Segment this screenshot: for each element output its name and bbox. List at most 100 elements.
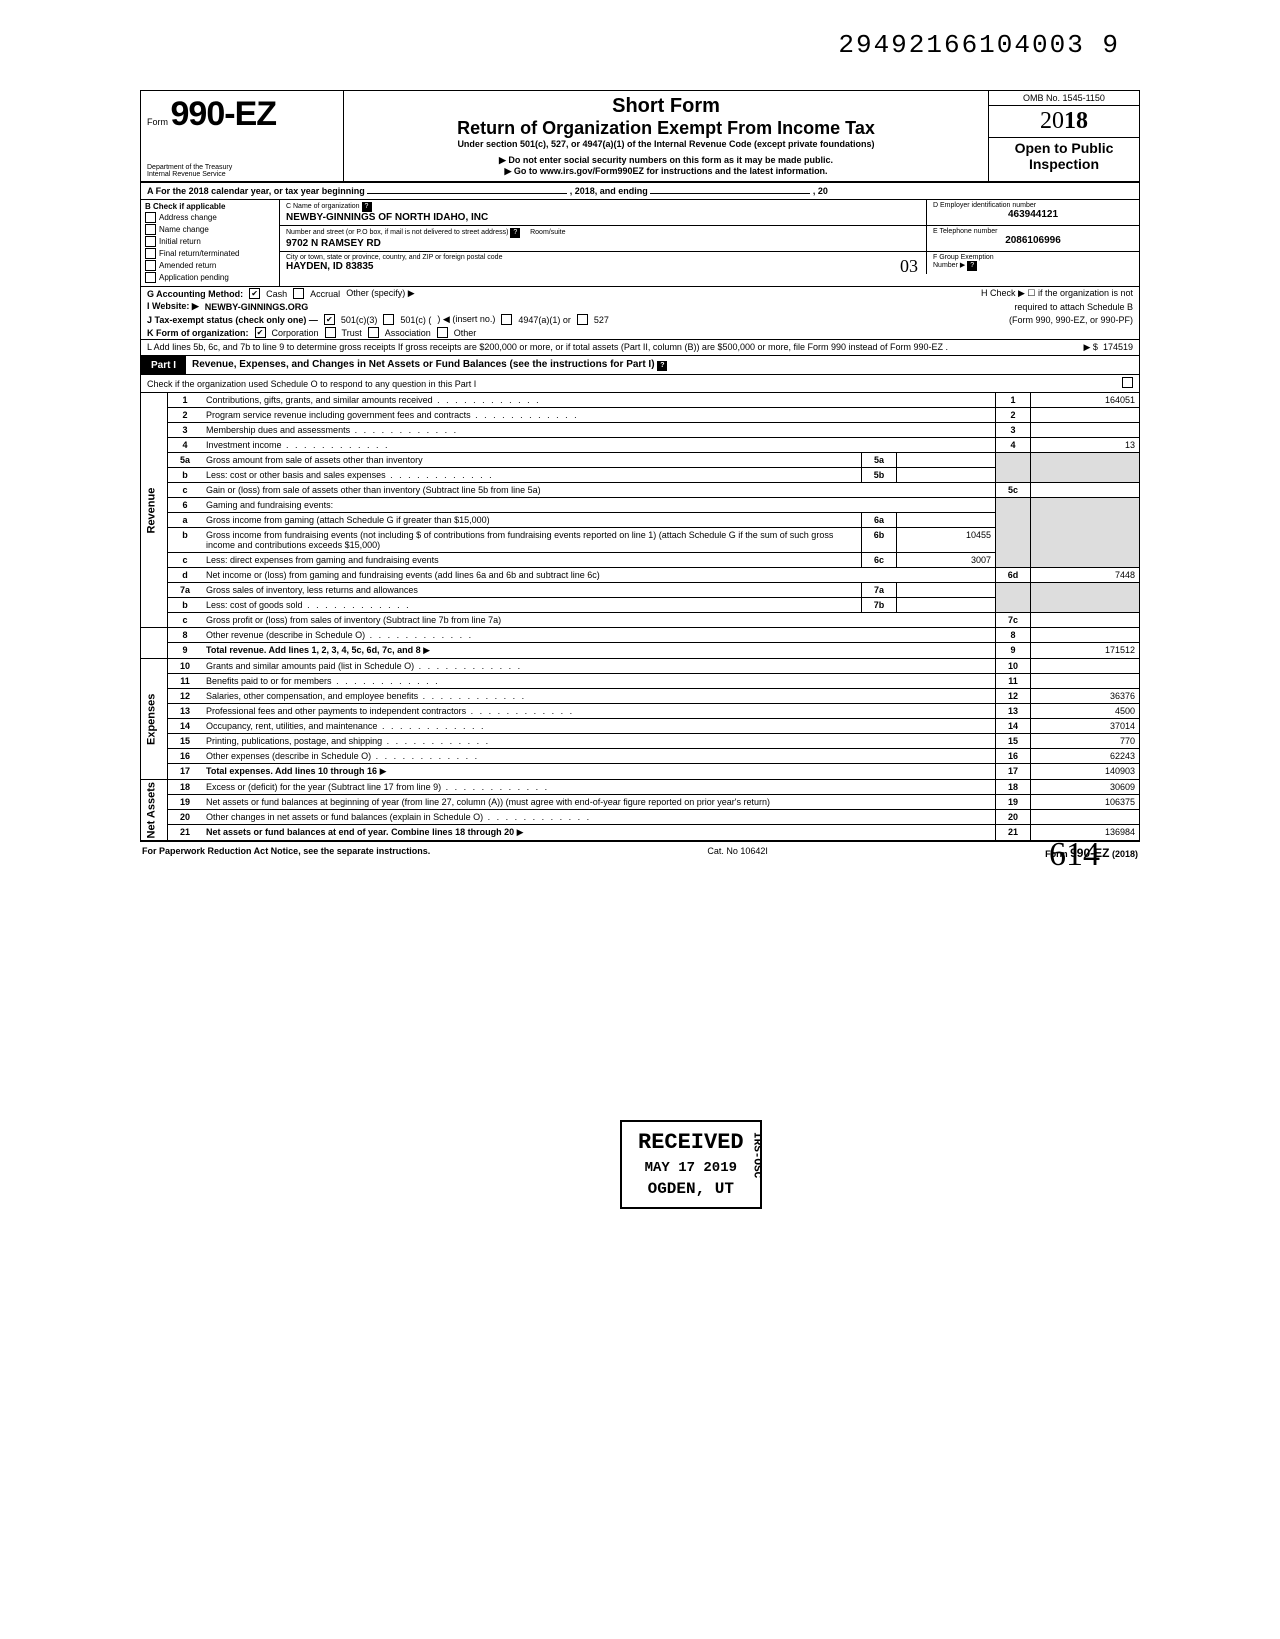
row-j-tax-status: J Tax-exempt status (check only one) — ✔…: [141, 313, 1139, 326]
chk-accrual[interactable]: [293, 288, 304, 299]
line-6b-desc: Gross income from fundraising events (no…: [206, 530, 833, 550]
line-3-no: 3: [168, 423, 203, 438]
dept-line1: Department of the Treasury: [147, 164, 232, 171]
line-16-value: 62243: [1031, 749, 1140, 764]
line-11-desc: Benefits paid to or for members: [206, 676, 440, 686]
line-18-numlbl: 18: [996, 780, 1031, 795]
part1-title-wrap: Revenue, Expenses, and Changes in Net As…: [186, 356, 1139, 374]
city-label: City or town, state or province, country…: [286, 254, 920, 261]
help-icon[interactable]: ?: [967, 261, 977, 271]
line-6a-subval: [897, 513, 996, 528]
chk-application-pending[interactable]: Application pending: [145, 272, 275, 283]
line-8-no: 8: [168, 628, 203, 643]
help-icon[interactable]: ?: [657, 361, 667, 371]
dln-stamp: 29492166104003 9: [838, 30, 1120, 60]
row-i-website: I Website: ▶ NEWBY-GINNINGS.ORG required…: [141, 300, 1139, 313]
grp-number-label: Number ▶: [933, 262, 965, 269]
goto-url: ▶ Go to www.irs.gov/Form990EZ for instru…: [350, 166, 982, 177]
line-8-numlbl: 8: [996, 628, 1031, 643]
year-prefix: 20: [1040, 108, 1064, 134]
line-6c-desc: Less: direct expenses from gaming and fu…: [206, 555, 439, 565]
schedule-o-check: Check if the organization used Schedule …: [140, 375, 1140, 393]
chk-name-change[interactable]: Name change: [145, 224, 275, 235]
line-11-value: [1031, 674, 1140, 689]
help-icon[interactable]: ?: [362, 202, 372, 212]
line-19-no: 19: [168, 795, 203, 810]
open-to-public: Open to Public Inspection: [989, 138, 1139, 174]
revenue-side-cont: [141, 628, 168, 659]
chk-final-return[interactable]: Final return/terminated: [145, 248, 275, 259]
row-g-accounting: G Accounting Method: ✔Cash Accrual Other…: [141, 287, 1139, 300]
chk-4947a1[interactable]: [501, 314, 512, 325]
chk-association[interactable]: [368, 327, 379, 338]
chk-label: Amended return: [159, 261, 216, 270]
chk-501c[interactable]: [383, 314, 394, 325]
chk-other-org[interactable]: [437, 327, 448, 338]
line-6d-numlbl: 6d: [996, 568, 1031, 583]
lbl-cash: Cash: [266, 289, 287, 299]
chk-label: Address change: [159, 213, 217, 222]
line-1-no: 1: [168, 393, 203, 408]
chk-amended-return[interactable]: Amended return: [145, 260, 275, 271]
chk-address-change[interactable]: Address change: [145, 212, 275, 223]
shade-6: [996, 498, 1031, 568]
year-bold: 18: [1064, 108, 1088, 134]
line-14-numlbl: 14: [996, 719, 1031, 734]
ssn-warning: ▶ Do not enter social security numbers o…: [350, 155, 982, 166]
line-19-desc: Net assets or fund balances at beginning…: [206, 797, 770, 807]
line-4-no: 4: [168, 438, 203, 453]
line-4-value: 13: [1031, 438, 1140, 453]
help-icon[interactable]: ?: [510, 228, 520, 238]
group-exemption-cell: F Group Exemption Number ▶ ?: [927, 252, 1139, 274]
line-2-no: 2: [168, 408, 203, 423]
line-5b-sublbl: 5b: [862, 468, 897, 483]
title-cell: Short Form Return of Organization Exempt…: [344, 91, 989, 181]
line-6b-sublbl: 6b: [862, 528, 897, 553]
stamp-irs-osc: IRS-OSC: [748, 1132, 763, 1178]
chk-501c3[interactable]: ✔: [324, 314, 335, 325]
line-9-value: 171512: [1031, 643, 1140, 659]
ein-cell: D Employer identification number 4639441…: [927, 200, 1139, 225]
line-11-numlbl: 11: [996, 674, 1031, 689]
line-6d-value: 7448: [1031, 568, 1140, 583]
chk-corporation[interactable]: ✔: [255, 327, 266, 338]
chk-schedule-o[interactable]: [1122, 377, 1133, 388]
shade-7v: [1031, 583, 1140, 613]
chk-trust[interactable]: [325, 327, 336, 338]
line-4-desc: Investment income: [206, 440, 390, 450]
room-label: Room/suite: [530, 229, 565, 236]
column-b-checkboxes: B Check if applicable Address change Nam…: [141, 200, 280, 286]
row-h-text: H Check ▶ ☐ if the organization is not: [981, 288, 1133, 298]
lbl-other-org: Other: [454, 328, 477, 338]
chk-cash[interactable]: ✔: [249, 288, 260, 299]
line-17-value: 140903: [1031, 764, 1140, 780]
dept-line2: Internal Revenue Service: [147, 171, 226, 178]
line-5a-sublbl: 5a: [862, 453, 897, 468]
chk-527[interactable]: [577, 314, 588, 325]
shade-5: [996, 453, 1031, 483]
row-l-arrow: ▶ $: [1084, 342, 1098, 352]
line-16-numlbl: 16: [996, 749, 1031, 764]
line-10-no: 10: [168, 659, 203, 674]
line-5a-desc: Gross amount from sale of assets other t…: [206, 455, 423, 465]
line-6d-desc: Net income or (loss) from gaming and fun…: [206, 570, 600, 580]
line-8-desc: Other revenue (describe in Schedule O): [206, 630, 473, 640]
line-5b-subval: [897, 468, 996, 483]
chk-initial-return[interactable]: Initial return: [145, 236, 275, 247]
line-5c-no: c: [168, 483, 203, 498]
line-15-value: 770: [1031, 734, 1140, 749]
line-7a-subval: [897, 583, 996, 598]
line-7c-desc: Gross profit or (loss) from sales of inv…: [206, 615, 501, 625]
line-6a-sublbl: 6a: [862, 513, 897, 528]
expenses-side-label: Expenses: [141, 659, 168, 780]
line-21-numlbl: 21: [996, 825, 1031, 841]
line-6c-subval: 3007: [897, 553, 996, 568]
tel-value: 2086106996: [933, 235, 1133, 246]
line-7c-value: [1031, 613, 1140, 628]
line-5c-desc: Gain or (loss) from sale of assets other…: [206, 485, 541, 495]
revenue-side-label: Revenue: [141, 393, 168, 628]
shade-5v: [1031, 453, 1140, 483]
line-12-value: 36376: [1031, 689, 1140, 704]
line-7a-sublbl: 7a: [862, 583, 897, 598]
line-7c-no: c: [168, 613, 203, 628]
